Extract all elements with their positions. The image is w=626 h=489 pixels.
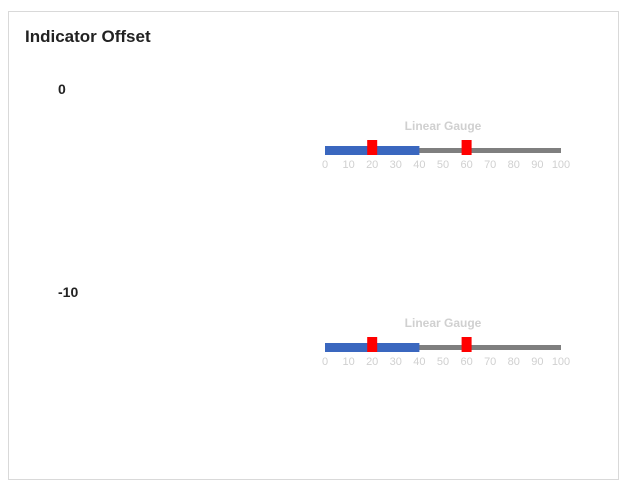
gauge-track [325,345,561,350]
indicator-offset-panel: Indicator Offset 0 Linear Gauge 0 10 20 30 40… [8,11,619,480]
gauge-title: Linear Gauge [405,119,482,133]
gauge-tick-label: 50 [437,159,449,171]
gauge-tick-label: 80 [508,159,520,171]
gauge-tick-label: 10 [342,356,354,368]
gauge-tick-label: 70 [484,356,496,368]
linear-gauge-1-svg: Linear Gauge 0 10 20 30 40 50 60 70 80 90 100 [322,316,570,368]
linear-gauge-0: Linear Gauge 0 10 20 30 40 50 60 70 80 90 100 [309,112,589,182]
gauge-tick-label: 100 [552,159,570,171]
gauge-tick-label: 0 [322,159,328,171]
gauge-marker[interactable] [461,337,472,352]
gauge-tick-label: 30 [390,159,402,171]
gauge-tick-label: 40 [413,356,425,368]
gauge-tick-label: 100 [552,356,570,368]
gauge-tick-label: 70 [484,159,496,171]
offset-label-1: -10 [58,284,79,300]
linear-gauge-0-svg: Linear Gauge 0 10 20 30 40 50 60 70 80 90 100 [322,119,570,171]
gauge-marker[interactable] [367,337,378,352]
offset-label-0: 0 [58,81,66,97]
gauge-track [325,148,561,153]
gauge-tick-label: 10 [342,159,354,171]
gauge-marker[interactable] [367,140,378,155]
gauge-tick-label: 50 [437,356,449,368]
gauge-tick-label: 0 [322,356,328,368]
gauge-tick-label: 40 [413,159,425,171]
gauge-tick-label: 90 [531,159,543,171]
gauge-tick-label: 80 [508,356,520,368]
gauge-tick-label: 60 [460,356,472,368]
linear-gauge-1: Linear Gauge 0 10 20 30 40 50 60 70 80 90 100 [309,309,589,379]
gauge-marker[interactable] [461,140,472,155]
panel-title: Indicator Offset [25,27,151,46]
gauge-tick-label: 60 [460,159,472,171]
gauge-tick-label: 90 [531,356,543,368]
gauge-tick-label: 20 [366,159,378,171]
gauge-tick-label: 30 [390,356,402,368]
gauge-tick-label: 20 [366,356,378,368]
gauge-title: Linear Gauge [405,316,482,330]
